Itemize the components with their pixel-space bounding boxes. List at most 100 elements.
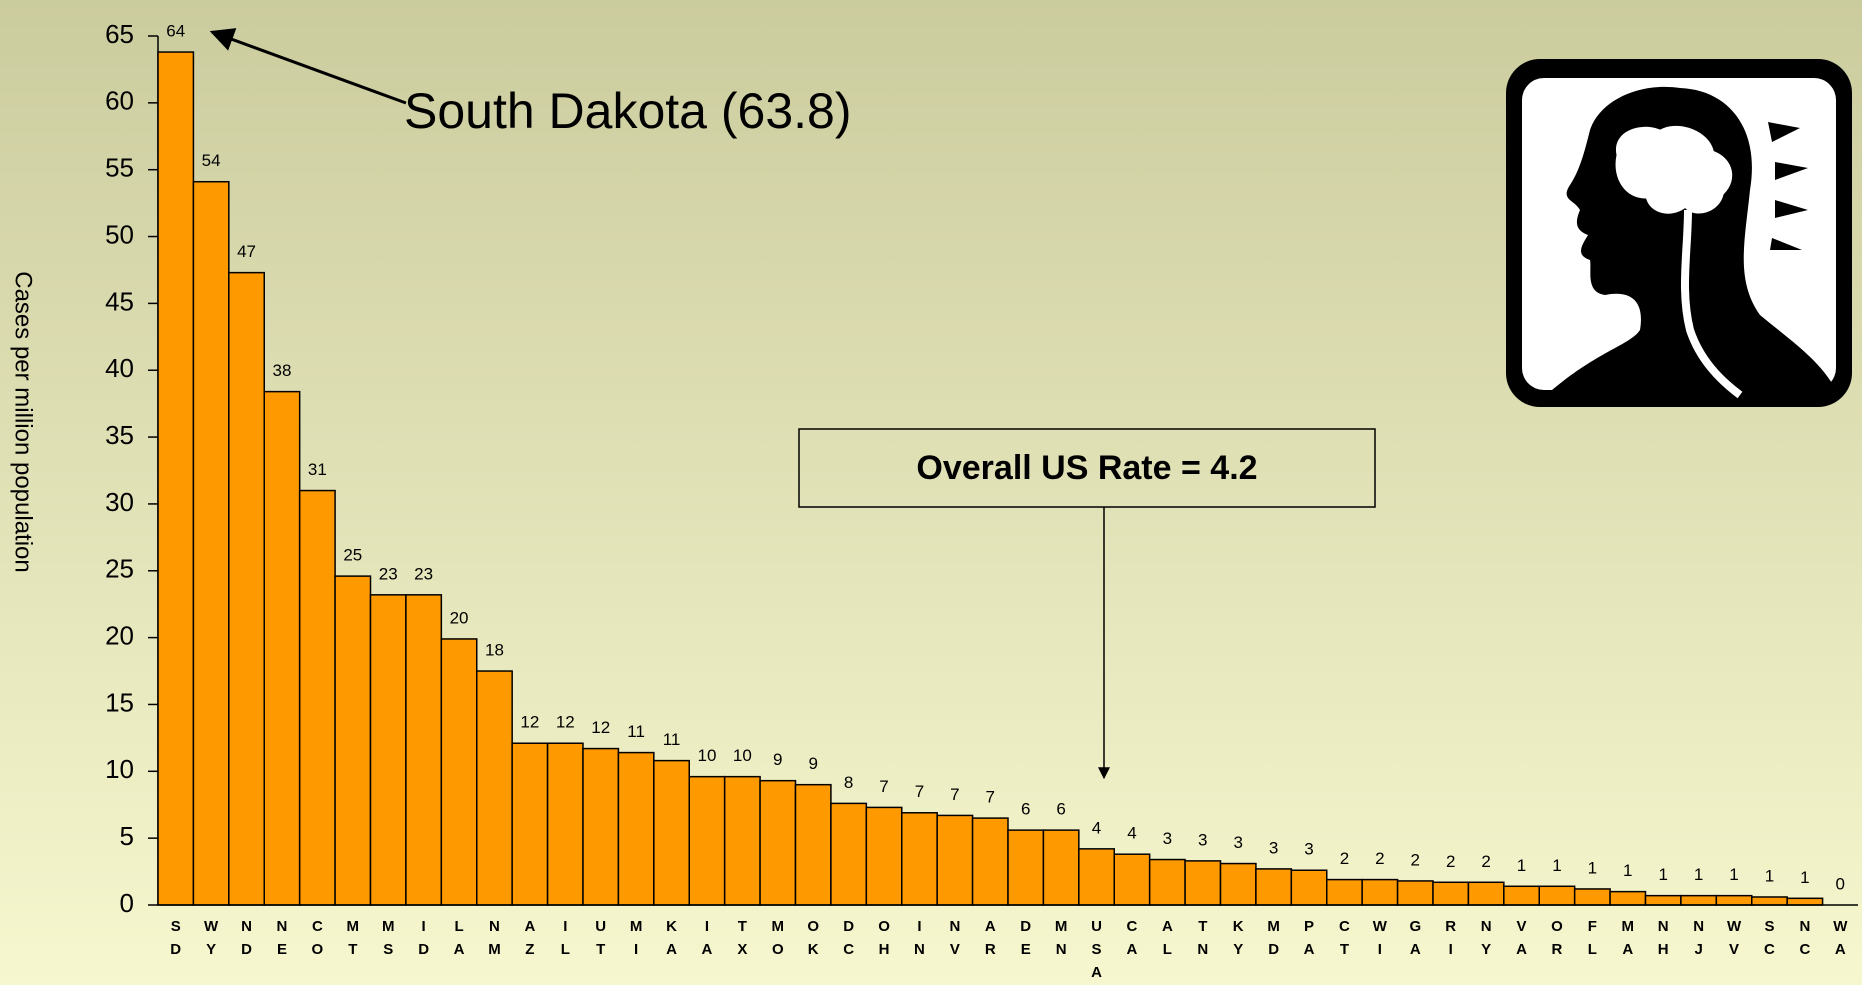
y-tick-label: 40 <box>105 353 134 383</box>
value-label: 23 <box>379 564 398 583</box>
bar <box>866 807 901 905</box>
bar <box>548 743 583 905</box>
value-label: 6 <box>1056 800 1065 819</box>
value-label: 7 <box>879 777 888 796</box>
y-tick-label: 35 <box>105 420 134 450</box>
bar <box>1114 854 1149 905</box>
bar <box>1008 830 1043 905</box>
value-label: 12 <box>520 713 539 732</box>
bar <box>1716 896 1751 905</box>
value-label: 6 <box>1021 800 1030 819</box>
bar <box>1433 882 1468 905</box>
value-label: 7 <box>915 782 924 801</box>
bar <box>760 781 795 905</box>
bar <box>158 52 193 905</box>
value-label: 8 <box>844 773 853 792</box>
value-label: 9 <box>773 750 782 769</box>
bar <box>1468 882 1503 905</box>
value-label: 25 <box>343 546 362 565</box>
value-label: 1 <box>1694 865 1703 884</box>
value-label: 1 <box>1552 856 1561 875</box>
value-label: 1 <box>1623 861 1632 880</box>
y-tick-label: 55 <box>105 153 134 183</box>
value-label: 3 <box>1233 833 1242 852</box>
value-label: 2 <box>1446 852 1455 871</box>
y-tick-label: 0 <box>120 888 134 918</box>
value-label: 3 <box>1163 829 1172 848</box>
value-label: 10 <box>697 746 716 765</box>
bar <box>406 595 441 905</box>
bar <box>335 576 370 905</box>
value-label: 20 <box>450 608 469 627</box>
bar <box>937 815 972 905</box>
value-label: 47 <box>237 242 256 261</box>
value-label: 1 <box>1588 858 1597 877</box>
icon <box>1506 59 1852 407</box>
bar <box>264 392 299 905</box>
bar <box>1079 849 1114 905</box>
value-label: 1 <box>1765 866 1774 885</box>
value-label: 4 <box>1127 824 1136 843</box>
bar <box>512 743 547 905</box>
value-label: 2 <box>1375 849 1384 868</box>
bar <box>193 182 228 905</box>
value-label: 12 <box>556 713 575 732</box>
value-label: 2 <box>1340 849 1349 868</box>
bar <box>1185 861 1220 905</box>
value-label: 38 <box>272 361 291 380</box>
value-label: 3 <box>1198 830 1207 849</box>
y-tick-label: 45 <box>105 286 134 316</box>
bar <box>689 777 724 905</box>
value-label: 54 <box>202 151 221 170</box>
value-label: 2 <box>1411 850 1420 869</box>
y-axis-label: Cases per million population <box>10 271 37 573</box>
y-tick-label: 25 <box>105 554 134 584</box>
value-label: 11 <box>627 722 645 741</box>
y-tick-label: 10 <box>105 754 134 784</box>
bar <box>1752 897 1787 905</box>
value-label: 1 <box>1729 865 1738 884</box>
value-label: 9 <box>808 754 817 773</box>
bar <box>1787 898 1822 905</box>
bar <box>1504 886 1539 905</box>
bar <box>1362 880 1397 905</box>
y-tick-label: 15 <box>105 687 134 717</box>
bar <box>1327 880 1362 905</box>
bar <box>229 273 264 905</box>
bar <box>831 803 866 905</box>
value-label: 3 <box>1304 840 1313 859</box>
value-label: 7 <box>950 785 959 804</box>
y-tick-label: 65 <box>105 19 134 49</box>
bar <box>1539 886 1574 905</box>
value-label: 23 <box>414 564 433 583</box>
value-label: 1 <box>1517 856 1526 875</box>
value-label: 64 <box>166 22 185 41</box>
bar <box>1575 889 1610 905</box>
value-label: 12 <box>591 718 610 737</box>
y-tick-label: 60 <box>105 86 134 116</box>
bar <box>618 753 653 905</box>
bar <box>1043 830 1078 905</box>
value-label: 7 <box>986 788 995 807</box>
value-label: 0 <box>1836 874 1845 893</box>
bar <box>1150 860 1185 905</box>
value-label: 2 <box>1481 852 1490 871</box>
bar <box>1646 896 1681 905</box>
bar <box>1221 864 1256 905</box>
value-label: 31 <box>308 460 327 479</box>
bar <box>1610 892 1645 905</box>
chart: Cases per million population South Dakot… <box>0 0 1862 985</box>
annotation: Overall US Rate = 4.2 <box>916 449 1257 487</box>
bar <box>902 813 937 905</box>
value-label: 4 <box>1092 818 1101 837</box>
bar <box>1256 869 1291 905</box>
bar <box>725 777 760 905</box>
bar <box>583 749 618 905</box>
value-label: 1 <box>1800 868 1809 887</box>
value-label: 3 <box>1269 838 1278 857</box>
bar <box>300 491 335 905</box>
y-tick-label: 20 <box>105 620 134 650</box>
bar <box>654 761 689 905</box>
value-label: 10 <box>733 746 752 765</box>
